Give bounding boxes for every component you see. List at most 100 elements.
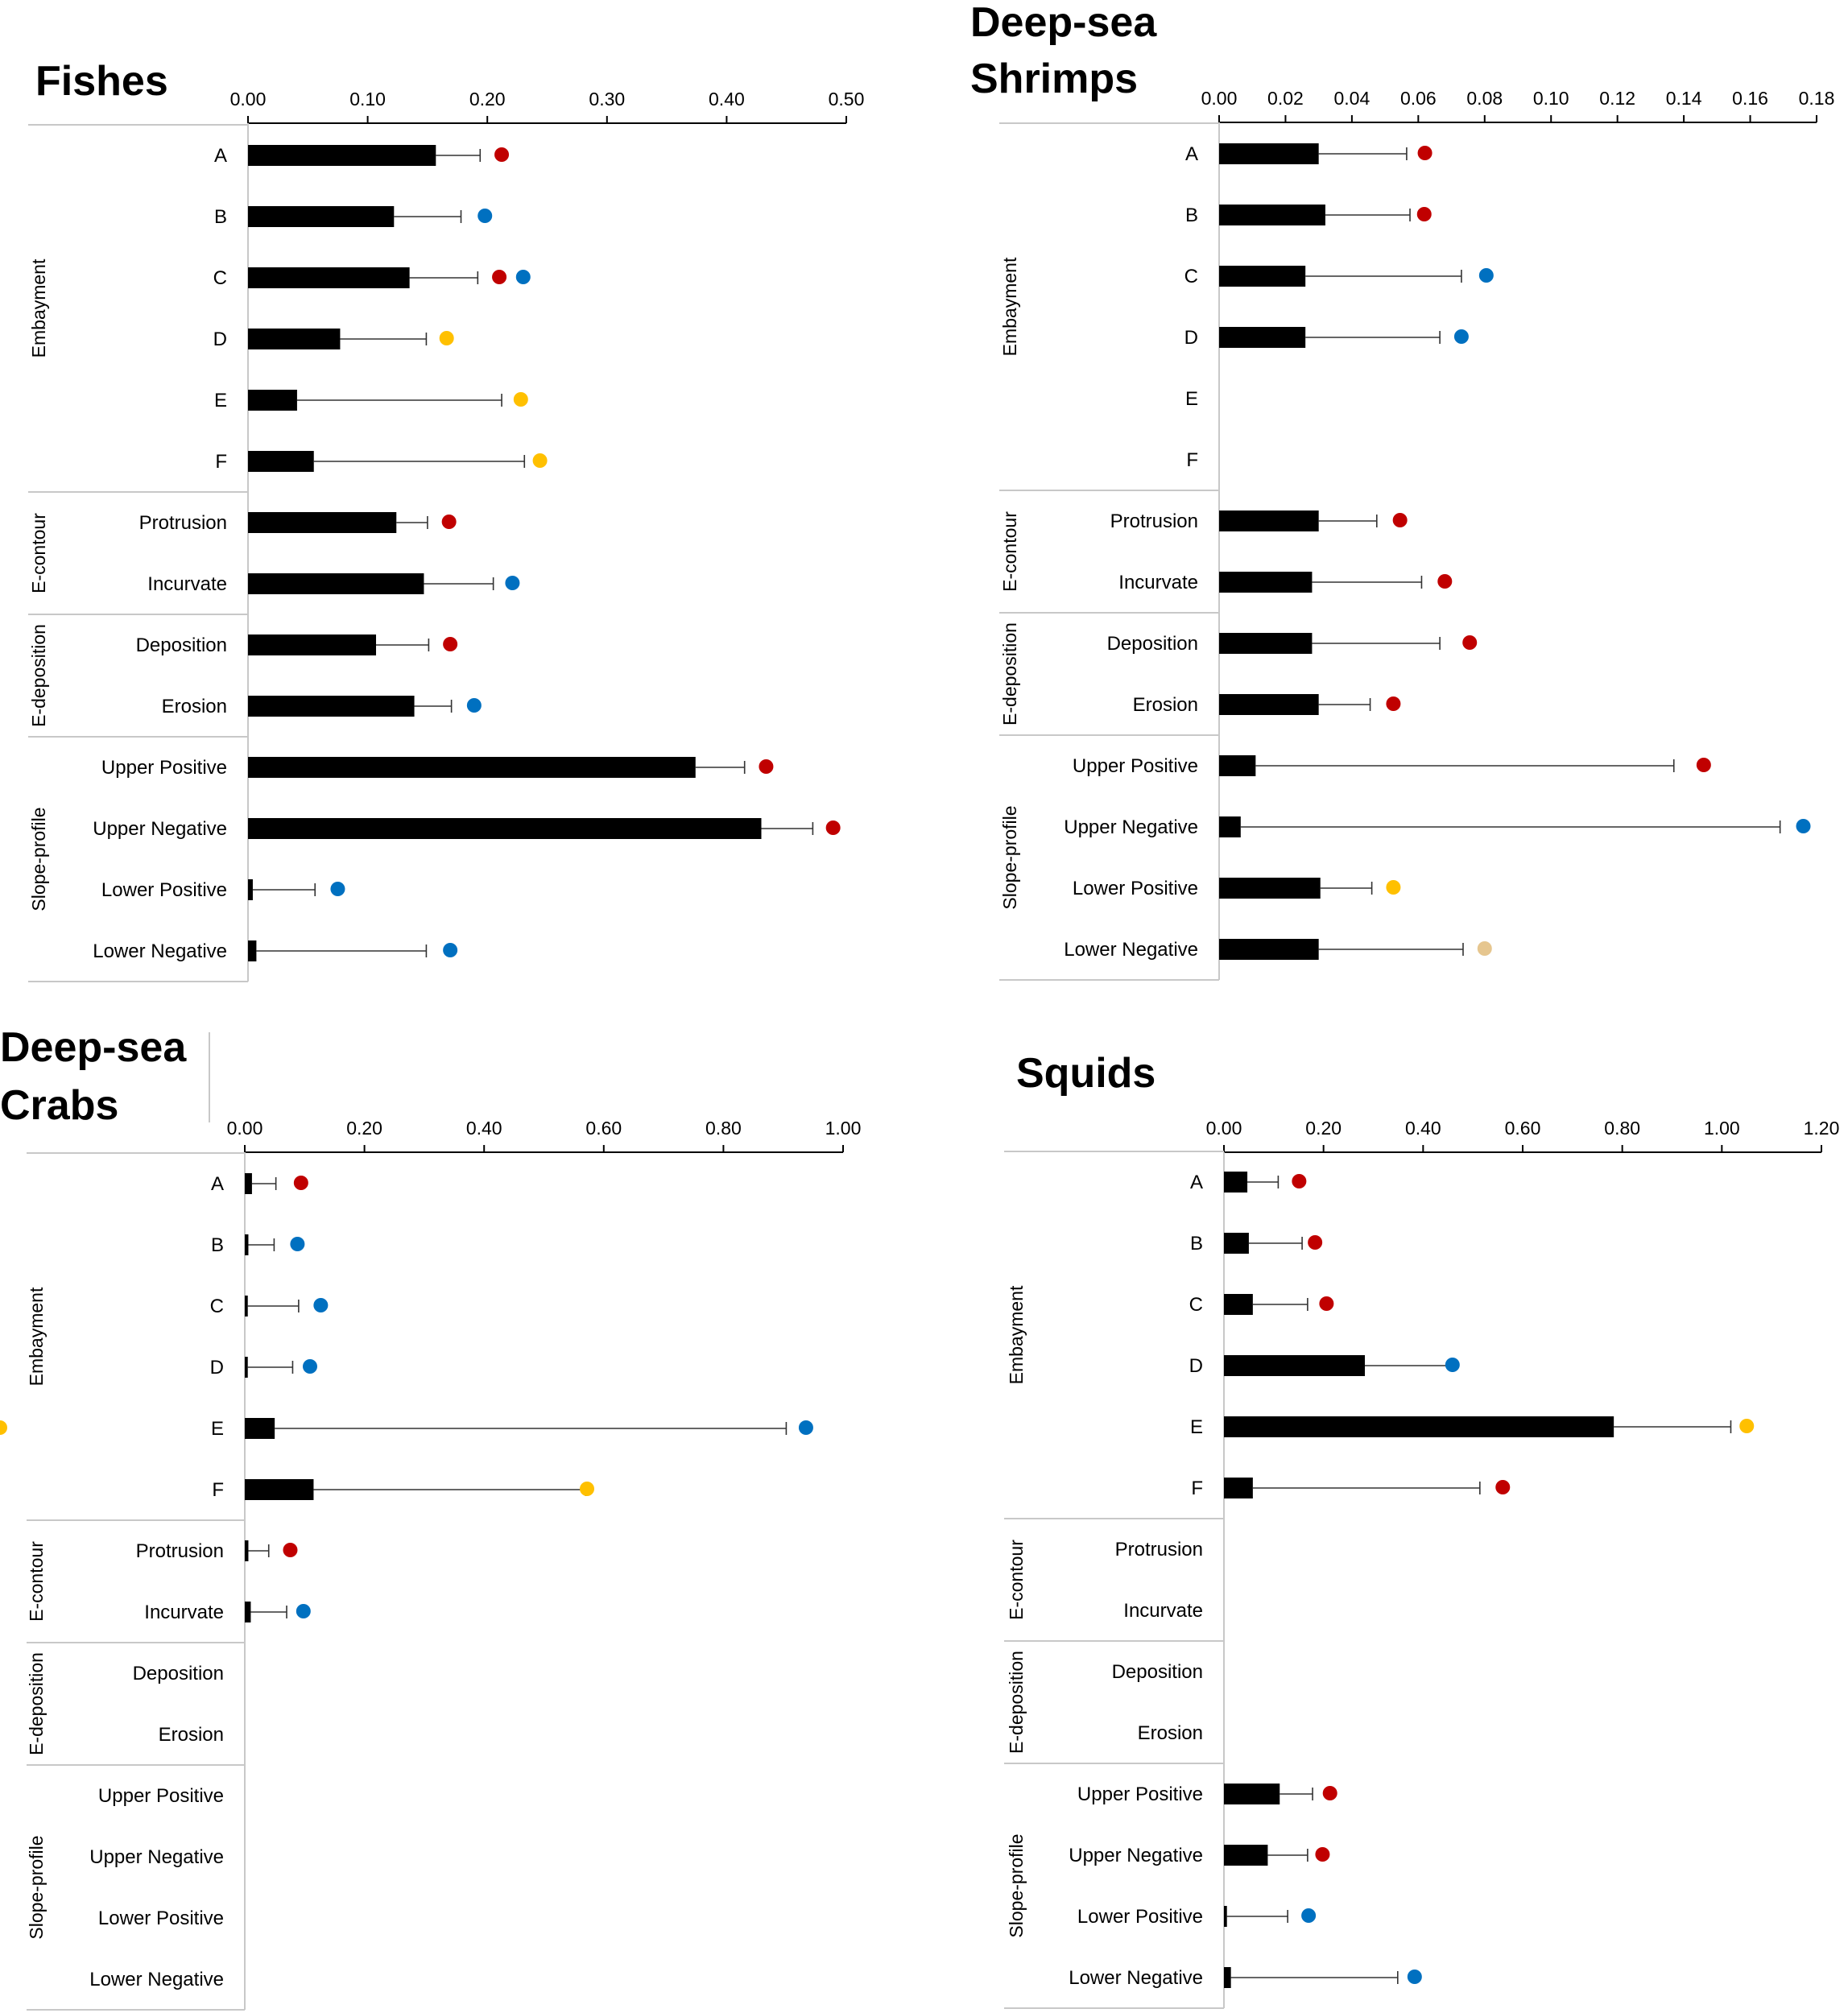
x-tick-label: 0.40: [1405, 1118, 1441, 1139]
bar: [245, 1602, 251, 1622]
chart-title: Deep-sea: [0, 1024, 187, 1071]
x-tick-label: 0.20: [346, 1118, 382, 1139]
x-tick-label: 0.00: [227, 1118, 263, 1139]
bar: [248, 390, 297, 411]
bar: [1219, 878, 1321, 899]
x-tick-label: 0.80: [705, 1118, 742, 1139]
x-tick-label: 0.80: [1604, 1118, 1640, 1139]
x-tick-label: 0.20: [1305, 1118, 1342, 1139]
bar: [1224, 1172, 1248, 1193]
category-label: D: [210, 1357, 224, 1379]
significance-marker-blue: [505, 576, 520, 590]
bar: [245, 1540, 249, 1561]
group-label: Slope-profile: [28, 807, 49, 911]
category-label: Protrusion: [1110, 510, 1198, 532]
bar: [248, 757, 696, 778]
bar: [248, 818, 762, 839]
category-label: Deposition: [136, 634, 227, 656]
bar: [248, 696, 415, 717]
category-label: D: [213, 329, 227, 350]
chart-title: Shrimps: [970, 56, 1138, 102]
category-label: Lower Positive: [101, 879, 227, 901]
significance-marker-red: [1319, 1296, 1334, 1311]
category-label: Upper Negative: [89, 1846, 224, 1868]
significance-marker-red: [1696, 758, 1711, 772]
bar: [1224, 1845, 1268, 1866]
significance-marker-red: [1417, 146, 1433, 160]
bar: [248, 940, 257, 961]
bar: [1224, 1233, 1249, 1254]
bar: [1224, 1355, 1365, 1376]
bar: [248, 267, 410, 288]
significance-marker-red: [443, 637, 458, 651]
significance-marker-yellow: [1386, 880, 1401, 895]
group-label: Slope-profile: [1006, 1833, 1027, 1937]
category-label: Upper Positive: [1073, 755, 1198, 777]
significance-marker-blue: [478, 209, 493, 223]
bar: [1224, 1416, 1614, 1437]
bar: [245, 1173, 252, 1194]
category-label: A: [1185, 143, 1198, 165]
category-label: Lower Positive: [1077, 1906, 1203, 1928]
category-label: Upper Negative: [1064, 816, 1198, 838]
group-label: E-contour: [1006, 1540, 1027, 1620]
group-label: E-deposition: [26, 1652, 47, 1755]
significance-marker-red: [759, 759, 774, 774]
bar: [1219, 327, 1306, 348]
significance-marker-blue: [1796, 819, 1811, 833]
group-label: Embayment: [1006, 1285, 1027, 1384]
category-label: C: [213, 267, 227, 289]
significance-marker-red: [1462, 635, 1478, 650]
x-tick-label: 0.00: [1206, 1118, 1242, 1139]
significance-marker-blue: [330, 882, 345, 896]
significance-marker-blue: [1478, 268, 1494, 283]
bar: [1219, 143, 1319, 164]
bar: [248, 206, 395, 227]
category-label: Protrusion: [139, 512, 227, 534]
bar: [1224, 1294, 1253, 1315]
category-label: Lower Positive: [1073, 878, 1198, 899]
category-label: Lower Negative: [1069, 1967, 1203, 1989]
category-label: E: [1190, 1416, 1203, 1438]
category-label: Lower Negative: [93, 940, 227, 962]
group-label: Embayment: [26, 1287, 47, 1386]
category-label: Upper Negative: [1069, 1845, 1203, 1866]
category-label: Upper Positive: [101, 757, 227, 779]
significance-marker-yellow: [0, 1420, 7, 1435]
bar: [1219, 205, 1325, 225]
category-label: Lower Negative: [89, 1969, 224, 1990]
category-label: E: [211, 1418, 224, 1440]
group-label: E-contour: [28, 513, 49, 593]
category-label: B: [214, 206, 227, 228]
significance-marker-red: [1322, 1786, 1337, 1800]
category-label: D: [1189, 1355, 1203, 1377]
x-tick-label: 0.14: [1666, 88, 1702, 109]
category-label: Erosion: [162, 696, 227, 717]
chart-title: Fishes: [35, 58, 168, 105]
x-tick-label: 0.04: [1334, 88, 1370, 109]
bar: [245, 1357, 248, 1378]
significance-marker-red: [1292, 1174, 1307, 1188]
significance-marker-yellow: [439, 331, 454, 345]
category-label: F: [215, 451, 227, 473]
group-label: E-contour: [999, 511, 1020, 592]
x-tick-label: 0.10: [349, 89, 386, 110]
significance-marker-yellow: [579, 1482, 594, 1496]
significance-marker-red: [1315, 1847, 1330, 1862]
category-label: Deposition: [1112, 1661, 1203, 1683]
group-label: E-deposition: [1006, 1651, 1027, 1754]
x-tick-label: 0.50: [829, 89, 865, 110]
bar: [245, 1296, 248, 1317]
category-label: Erosion: [159, 1724, 224, 1746]
bar: [1219, 694, 1319, 715]
group-label: Embayment: [999, 257, 1020, 356]
category-label: Lower Negative: [1064, 939, 1198, 961]
bar: [248, 145, 436, 166]
significance-marker-blue: [302, 1359, 317, 1374]
x-tick-label: 0.00: [230, 89, 267, 110]
x-tick-label: 0.06: [1400, 88, 1437, 109]
significance-marker-blue: [443, 943, 458, 957]
x-tick-label: 1.00: [1704, 1118, 1740, 1139]
category-label: Incurvate: [1118, 572, 1198, 593]
